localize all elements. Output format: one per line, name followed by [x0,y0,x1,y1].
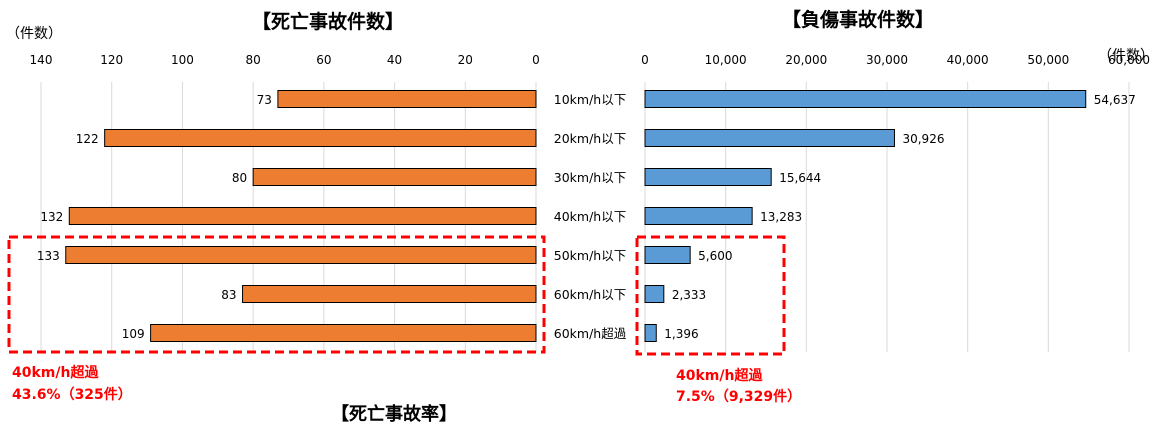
injury-bar [644,324,657,342]
fatality-rate-title: 【死亡事故率】 [331,403,457,425]
fatal-tick-label: 40 [387,53,402,67]
fatal-value-label: 109 [122,327,145,341]
fatal-unit-label: （件数） [6,26,62,42]
injury-value-label: 30,926 [902,132,944,146]
fatal-chart-title: 【死亡事故件数】 [252,10,404,33]
fatal-bar [104,129,537,147]
injury-value-label: 5,600 [698,249,732,263]
fatal-tick-label: 120 [100,53,123,67]
category-label: 20km/h以下 [554,131,626,146]
fatal-tick-label: 60 [316,53,331,67]
injury-highlight-box [635,235,786,356]
injury-tick-label: 20,000 [785,53,827,67]
fatal-value-label: 80 [232,171,247,185]
injury-bars: 54,637 30,926 15,644 13,283 5,600 2,333 1,396 [644,90,1136,342]
injury-chart-title: 【負傷事故件数】 [782,8,934,31]
injury-tick-label: 50,000 [1027,53,1069,67]
injury-tick-label: 10,000 [705,53,747,67]
injury-tick-label: 30,000 [866,53,908,67]
injury-bar [644,285,665,303]
fatal-value-label: 133 [37,249,60,263]
injury-bar [644,246,691,264]
injury-value-label: 2,333 [672,288,706,302]
fatal-annotation-line2: 43.6%（325件） [12,386,132,403]
fatal-tick-label: 20 [458,53,473,67]
injury-value-label: 54,637 [1094,93,1136,107]
injury-bar [644,129,895,147]
fatal-value-label: 73 [257,93,272,107]
fatal-tick-label: 80 [246,53,261,67]
fatal-bar [242,285,537,303]
injury-annotation-line1: 40km/h超過 [676,367,763,384]
fatal-bar [68,207,537,225]
fatal-tick-labels: 0 20 40 60 80 100 120 140 [30,53,540,67]
category-label: 60km/h以下 [554,287,626,302]
injury-tick-label: 40,000 [947,53,989,67]
injury-tick-label: 0 [641,53,649,67]
category-label: 40km/h以下 [554,209,626,224]
fatal-tick-label: 0 [532,53,540,67]
fatal-bar [150,324,537,342]
injury-tick-labels: 0 10,000 20,000 30,000 40,000 50,000 60,000 [641,53,1150,67]
fatal-value-label: 83 [221,288,236,302]
injury-value-label: 13,283 [760,210,802,224]
fatal-value-label: 122 [76,132,99,146]
injury-bar [644,90,1087,108]
injury-unit-label: （件数） [1098,48,1154,64]
injury-bar [644,207,753,225]
fatal-bar [65,246,537,264]
injury-annotation-line2: 7.5%（9,329件） [676,388,801,405]
injury-bar [644,168,772,186]
fatal-bars: 73 122 80 132 133 83 109 [37,90,537,342]
injury-tick-label: 60,000 [1108,53,1150,67]
injury-value-label: 15,644 [779,171,821,185]
fatal-bar [277,90,537,108]
fatal-annotation-line1: 40km/h超過 [12,364,99,381]
category-label: 10km/h以下 [554,92,626,107]
injury-value-label: 1,396 [664,327,698,341]
fatal-tick-label: 140 [30,53,53,67]
category-label: 50km/h以下 [554,248,626,263]
fatal-value-label: 132 [40,210,63,224]
fatal-tick-label: 100 [171,53,194,67]
category-label: 60km/h超過 [554,326,627,341]
category-labels: 10km/h以下 20km/h以下 30km/h以下 40km/h以下 50km/h以下… [554,92,627,341]
category-label: 30km/h以下 [554,170,626,185]
fatal-highlight-box [7,235,546,354]
fatal-bar [252,168,537,186]
